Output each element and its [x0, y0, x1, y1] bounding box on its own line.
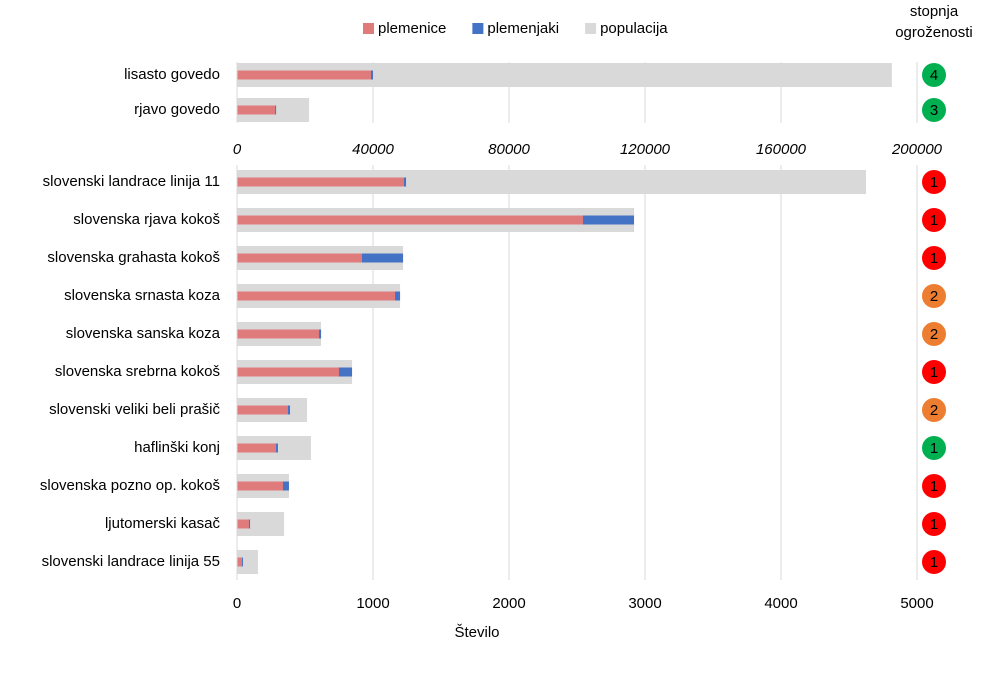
- category-label: lisasto govedo: [124, 66, 220, 83]
- bar: [582, 215, 634, 225]
- risk-marker: [922, 98, 946, 122]
- bar: [276, 443, 278, 453]
- category-label: slovenska srnasta koza: [64, 287, 221, 304]
- risk-label: 2: [930, 288, 938, 305]
- legend-label: plemenjaki: [487, 20, 559, 37]
- risk-marker: [922, 322, 946, 346]
- category-label: slovenska sanska koza: [66, 325, 221, 342]
- x-axis-label: Število: [454, 624, 499, 641]
- bar: [237, 105, 276, 115]
- risk-label: 1: [930, 554, 938, 571]
- risk-label: 1: [930, 250, 938, 267]
- bar: [404, 177, 407, 187]
- risk-marker: [922, 63, 946, 87]
- risk-marker: [922, 474, 946, 498]
- category-label: rjavo govedo: [134, 101, 220, 118]
- risk-label: 1: [930, 174, 938, 191]
- legend-swatch: [472, 23, 484, 34]
- risk-marker: [922, 512, 946, 536]
- risk-label: 2: [930, 402, 938, 419]
- category-label: slovenska srebrna kokoš: [55, 363, 220, 380]
- x-tick-label: 2000: [492, 595, 525, 612]
- risk-title: ogroženosti: [895, 24, 973, 41]
- bar: [248, 519, 251, 529]
- x-tick-label: 1000: [356, 595, 389, 612]
- bar: [237, 253, 362, 263]
- x-tick-label: 120000: [620, 141, 671, 158]
- bar: [339, 367, 353, 377]
- risk-marker: [922, 170, 946, 194]
- risk-marker: [922, 208, 946, 232]
- risk-label: 1: [930, 364, 938, 381]
- x-tick-label: 3000: [628, 595, 661, 612]
- risk-marker: [922, 284, 946, 308]
- bar: [237, 519, 249, 529]
- risk-label: 4: [930, 67, 938, 84]
- x-tick-label: 160000: [756, 141, 807, 158]
- bar: [237, 291, 396, 301]
- bar: [237, 405, 288, 415]
- bar: [288, 405, 291, 415]
- category-label: slovenska rjava kokoš: [73, 211, 220, 228]
- bar: [282, 481, 289, 491]
- bar: [370, 70, 373, 80]
- bar: [237, 367, 339, 377]
- x-tick-label: 0: [233, 141, 242, 158]
- x-tick-label: 80000: [488, 141, 530, 158]
- risk-marker: [922, 246, 946, 270]
- risk-label: 1: [930, 478, 938, 495]
- risk-marker: [922, 360, 946, 384]
- bar: [237, 557, 243, 567]
- bar: [237, 215, 583, 225]
- category-label: slovenski veliki beli prašič: [49, 401, 220, 418]
- legend-swatch: [363, 23, 374, 34]
- risk-label: 1: [930, 440, 938, 457]
- x-tick-label: 4000: [764, 595, 797, 612]
- bar: [237, 481, 283, 491]
- category-label: slovenski landrace linija 55: [42, 553, 220, 570]
- risk-marker: [922, 398, 946, 422]
- category-label: slovenska grahasta kokoš: [47, 249, 220, 266]
- bar: [361, 253, 404, 263]
- bar: [395, 291, 401, 301]
- bar: [237, 443, 277, 453]
- risk-label: 3: [930, 102, 938, 119]
- x-tick-label: 40000: [352, 141, 394, 158]
- bar: [237, 70, 371, 80]
- risk-marker: [922, 436, 946, 460]
- legend-swatch: [585, 23, 597, 34]
- legend-label: populacija: [600, 20, 668, 37]
- risk-label: 1: [930, 212, 938, 229]
- category-label: slovenska pozno op. kokoš: [40, 477, 220, 494]
- bar: [237, 550, 258, 574]
- bar: [237, 329, 320, 339]
- bar: [319, 329, 322, 339]
- x-tick-label: 200000: [891, 141, 943, 158]
- bar: [237, 177, 405, 187]
- bar: [275, 105, 277, 115]
- risk-label: 2: [930, 326, 938, 343]
- category-label: ljutomerski kasač: [105, 515, 221, 532]
- x-tick-label: 0: [233, 595, 241, 612]
- risk-marker: [922, 550, 946, 574]
- legend-label: plemenice: [378, 20, 446, 37]
- category-label: slovenski landrace linija 11: [43, 173, 220, 190]
- x-tick-label: 5000: [900, 595, 933, 612]
- bar: [242, 557, 243, 567]
- risk-label: 1: [930, 516, 938, 533]
- category-label: haflinški konj: [134, 439, 220, 456]
- risk-title: stopnja: [910, 3, 959, 20]
